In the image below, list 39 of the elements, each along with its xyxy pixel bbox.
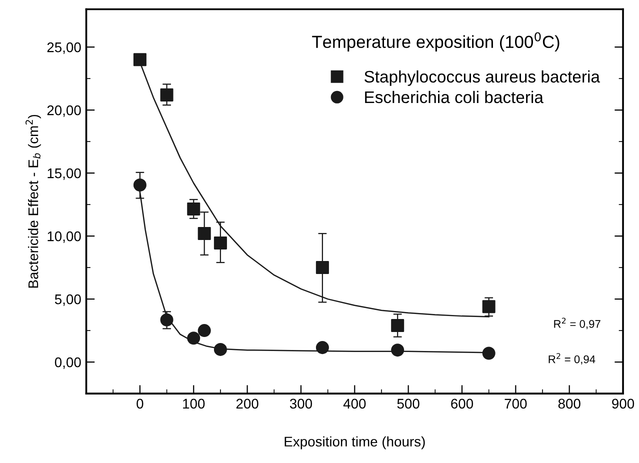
- y-tick-label: 10,00: [48, 231, 81, 243]
- point: [133, 53, 146, 66]
- point: [160, 88, 174, 102]
- point: [391, 344, 404, 357]
- point: [133, 178, 146, 192]
- y-tick-label: 5,00: [54, 294, 81, 306]
- x-tick-label: 200: [236, 398, 258, 409]
- x-tick-label: 900: [612, 398, 634, 409]
- point: [214, 236, 227, 250]
- annotation: Temperature exposition (100$^{0}$C): [312, 32, 560, 52]
- point: [316, 261, 329, 274]
- point: [187, 332, 200, 345]
- point: [316, 341, 329, 354]
- point: [482, 300, 496, 314]
- legend-label: Escherichia coli bacteria: [365, 90, 544, 104]
- x-tick-label: 0: [136, 398, 144, 409]
- point: [482, 346, 496, 360]
- x-tick-label: 800: [558, 398, 580, 409]
- point: [160, 313, 174, 326]
- y-axis-title: Bactericide Effect - E$_{b}$ (cm$^{2}$): [26, 114, 41, 288]
- x-tick-label: 100: [183, 398, 205, 409]
- point: [391, 319, 404, 332]
- y-tick-label: 25,00: [47, 42, 81, 54]
- point: [198, 227, 211, 240]
- y-tick-label: 0,00: [54, 357, 81, 369]
- legend-label: Staphylococcus aureus bacteria: [364, 70, 600, 86]
- x-tick-label: 700: [504, 398, 527, 409]
- point: [187, 202, 200, 216]
- y-tick-label: 20,00: [47, 105, 81, 117]
- y-tick-label: 15,00: [48, 168, 81, 180]
- x-tick-label: 400: [343, 398, 366, 409]
- point: [198, 324, 211, 338]
- annotation: R$^{2}$ = 0,94: [548, 353, 596, 365]
- x-axis-title: Exposition time (hours): [284, 436, 425, 450]
- annotation: R$^{2}$ = 0,97: [554, 318, 600, 330]
- x-tick-label: 300: [290, 398, 312, 409]
- x-tick-label: 500: [397, 398, 420, 409]
- x-tick-label: 600: [451, 398, 474, 409]
- point: [214, 342, 227, 356]
